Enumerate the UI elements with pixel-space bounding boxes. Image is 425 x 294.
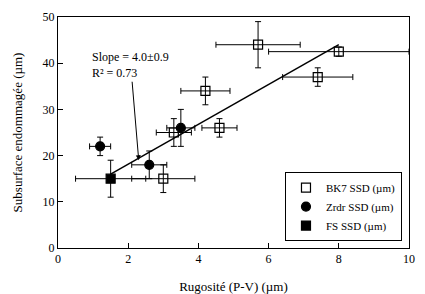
- svg-text:Subsurface endommagée (µm): Subsurface endommagée (µm): [10, 53, 25, 213]
- svg-text:8: 8: [336, 252, 342, 266]
- svg-text:Rugosité (P-V) (µm): Rugosité (P-V) (µm): [179, 279, 288, 294]
- svg-text:6: 6: [266, 252, 272, 266]
- svg-text:BK7 SSD (µm): BK7 SSD (µm): [326, 182, 395, 195]
- svg-text:10: 10: [43, 195, 55, 209]
- svg-text:30: 30: [43, 103, 55, 117]
- svg-text:50: 50: [43, 10, 55, 24]
- svg-text:20: 20: [43, 149, 55, 163]
- svg-text:4: 4: [195, 252, 201, 266]
- svg-text:10: 10: [403, 252, 415, 266]
- svg-text:2: 2: [125, 252, 131, 266]
- svg-text:0: 0: [49, 241, 55, 255]
- svg-text:FS SSD (µm): FS SSD (µm): [326, 220, 386, 233]
- svg-text:Zrdr SSD (µm): Zrdr SSD (µm): [326, 201, 394, 214]
- svg-text:Slope = 4.0±0.9R² = 0.73: Slope = 4.0±0.9R² = 0.73: [92, 50, 169, 80]
- svg-text:40: 40: [43, 56, 55, 70]
- svg-text:0: 0: [55, 252, 61, 266]
